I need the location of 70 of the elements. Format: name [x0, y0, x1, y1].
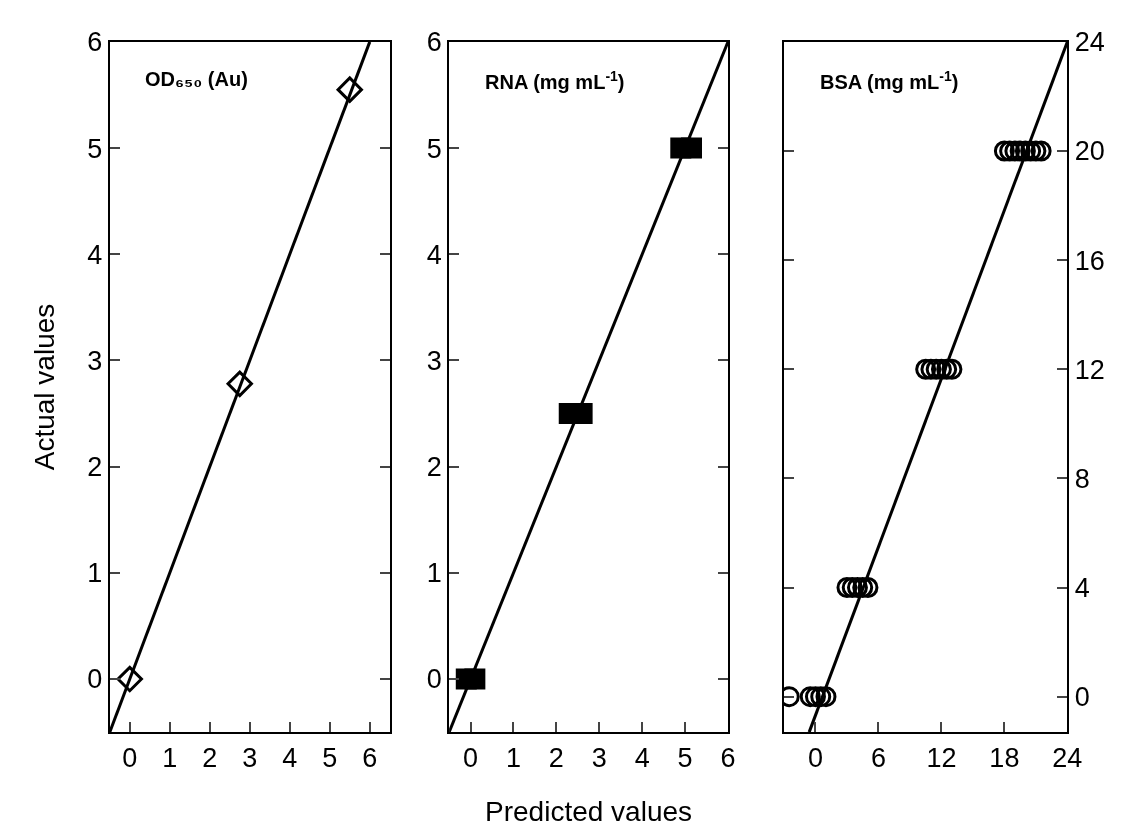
- x-tick-label: 2: [202, 742, 218, 773]
- y-tick-label: 4: [87, 239, 103, 270]
- point: [1030, 140, 1052, 162]
- x-tick-label: 4: [634, 742, 650, 773]
- x-tick-label: 0: [122, 742, 138, 773]
- point: [915, 358, 937, 380]
- x-tick-label: 3: [591, 742, 607, 773]
- y-tick-label: 6: [426, 27, 442, 58]
- x-tick-label: 1: [162, 742, 178, 773]
- y-tick-label: 2: [426, 452, 442, 483]
- point: [1020, 140, 1042, 162]
- x-tick-label: 5: [322, 742, 338, 773]
- point: [810, 686, 832, 708]
- x-tick-label: 6: [720, 742, 736, 773]
- y-tick-label: 0: [87, 664, 103, 695]
- point: [941, 358, 963, 380]
- point: [836, 577, 858, 599]
- point: [852, 577, 874, 599]
- y2-tick-label: 20: [1074, 136, 1105, 167]
- y-axis-title: Actual values: [28, 303, 60, 471]
- point: [846, 577, 868, 599]
- point: [993, 140, 1015, 162]
- x-tick-label: 0: [807, 742, 823, 773]
- y-tick-label: 5: [426, 133, 442, 164]
- y-tick-label: 5: [87, 133, 103, 164]
- point: [815, 686, 837, 708]
- point: [925, 358, 947, 380]
- point: [799, 686, 821, 708]
- y2-tick-label: 0: [1074, 682, 1090, 713]
- x-tick-label: 12: [926, 742, 957, 773]
- point: [1014, 140, 1036, 162]
- point: [116, 665, 143, 693]
- x-axis-title: Predicted values: [485, 796, 693, 828]
- y-tick-label: 6: [87, 27, 103, 58]
- text: OD₆₅₀ (Au): [145, 68, 248, 90]
- x-tick-label: 6: [362, 742, 378, 773]
- point: [999, 140, 1021, 162]
- x-tick-label: 2: [548, 742, 564, 773]
- y2-tick-label: 24: [1074, 27, 1105, 58]
- x-tick-label: 6: [870, 742, 886, 773]
- point: [936, 358, 958, 380]
- x-tick-label: 3: [242, 742, 258, 773]
- x-tick-label: 18: [989, 742, 1020, 773]
- text: BSA (mg mL$^{-1}$): [820, 68, 959, 94]
- point: [920, 358, 942, 380]
- point: [804, 686, 826, 708]
- x-tick-label: 4: [282, 742, 298, 773]
- x-tick-label: 0: [463, 742, 479, 773]
- y-tick-label: 1: [426, 558, 442, 589]
- y2-tick-label: 16: [1074, 245, 1105, 276]
- point: [336, 76, 363, 103]
- y-tick-label: 4: [426, 239, 442, 270]
- y2-tick-label: 12: [1074, 354, 1105, 385]
- y-tick-label: 3: [87, 345, 103, 376]
- y2-tick-label: 8: [1074, 463, 1090, 494]
- x-tick-label: 1: [505, 742, 521, 773]
- point: [226, 370, 253, 398]
- point: [841, 577, 863, 599]
- x-tick-label: 5: [677, 742, 693, 773]
- y-tick-label: 3: [426, 345, 442, 376]
- point: [1025, 140, 1047, 162]
- y2-tick-label: 4: [1074, 572, 1090, 603]
- y-tick-label: 0: [426, 664, 442, 695]
- text: RNA (mg mL$^{-1}$): [485, 68, 625, 94]
- y-tick-label: 1: [87, 558, 103, 589]
- point: [930, 358, 952, 380]
- point: [1004, 140, 1026, 162]
- x-tick-label: 24: [1052, 742, 1083, 773]
- y-tick-label: 2: [87, 452, 103, 483]
- point: [857, 577, 879, 599]
